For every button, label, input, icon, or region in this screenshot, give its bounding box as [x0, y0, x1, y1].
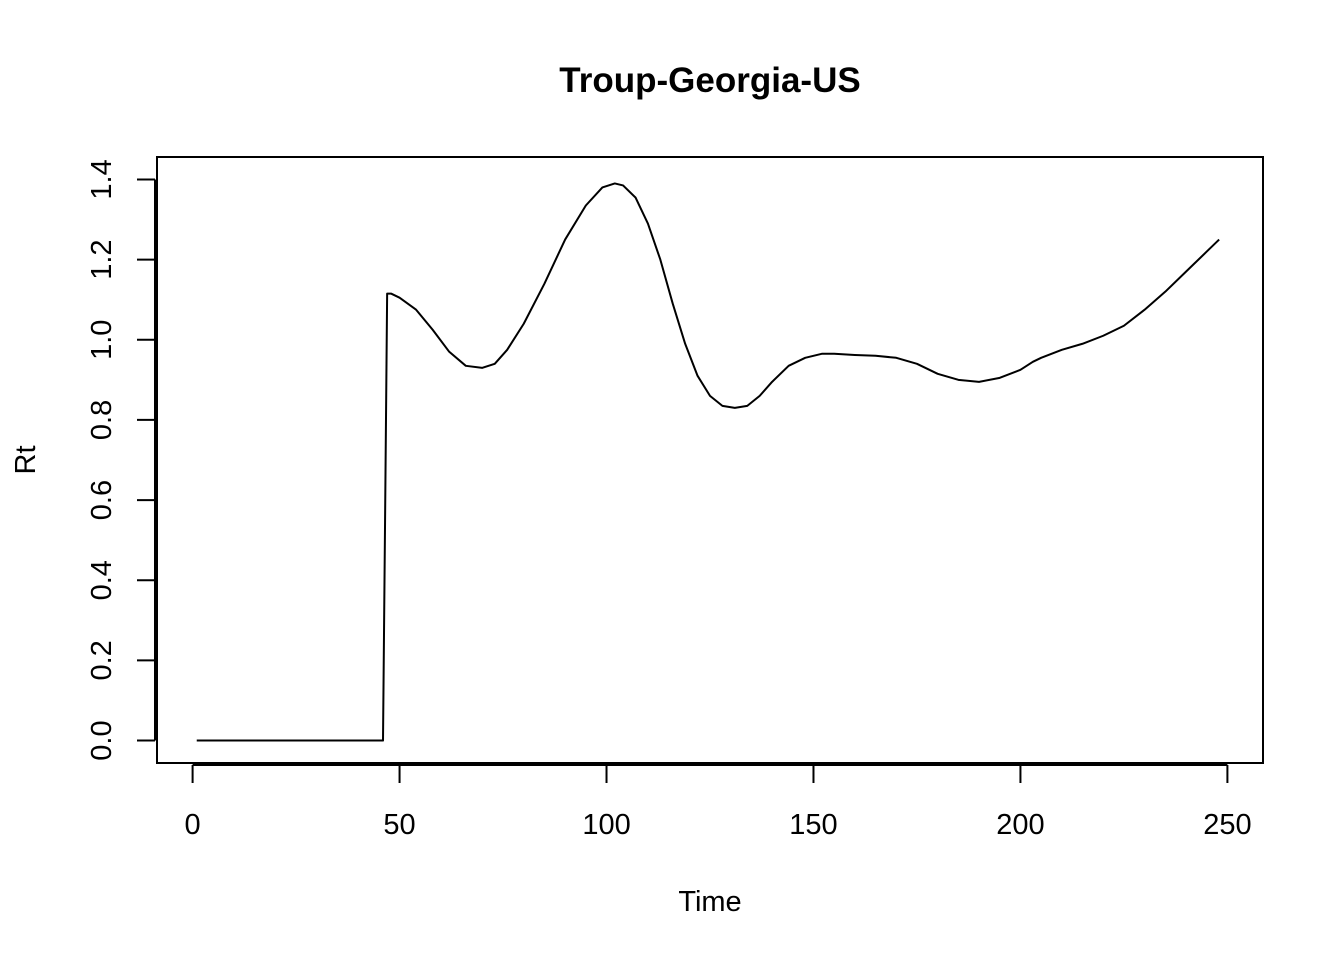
x-tick-label: 50 — [383, 809, 415, 841]
y-tick-label: 0.0 — [86, 720, 118, 760]
x-tick-label: 200 — [996, 809, 1044, 841]
x-tick-label: 150 — [789, 809, 837, 841]
chart-title: Troup-Georgia-US — [559, 61, 860, 100]
y-tick-label: 0.4 — [86, 560, 118, 600]
y-tick-label: 1.2 — [86, 239, 118, 279]
x-tick-label: 250 — [1203, 809, 1251, 841]
x-tick-label: 100 — [582, 809, 630, 841]
y-tick-label: 0.8 — [86, 400, 118, 440]
plot-frame — [156, 156, 1264, 764]
y-tick-label: 1.0 — [86, 320, 118, 360]
series-layer — [196, 182, 1220, 742]
y-tick-label: 0.2 — [86, 640, 118, 680]
y-axis: 0.0 0.2 0.4 0.6 0.8 1.0 1.2 1.4 — [86, 159, 156, 761]
series-line — [196, 182, 1220, 742]
x-axis-title: Time — [678, 886, 741, 918]
y-tick-label: 1.4 — [86, 159, 118, 199]
y-tick-label: 0.6 — [86, 480, 118, 520]
x-tick-label: 0 — [185, 809, 201, 841]
y-axis-title: Rt — [10, 446, 42, 475]
x-axis: 0 50 100 150 200 250 — [185, 764, 1252, 841]
